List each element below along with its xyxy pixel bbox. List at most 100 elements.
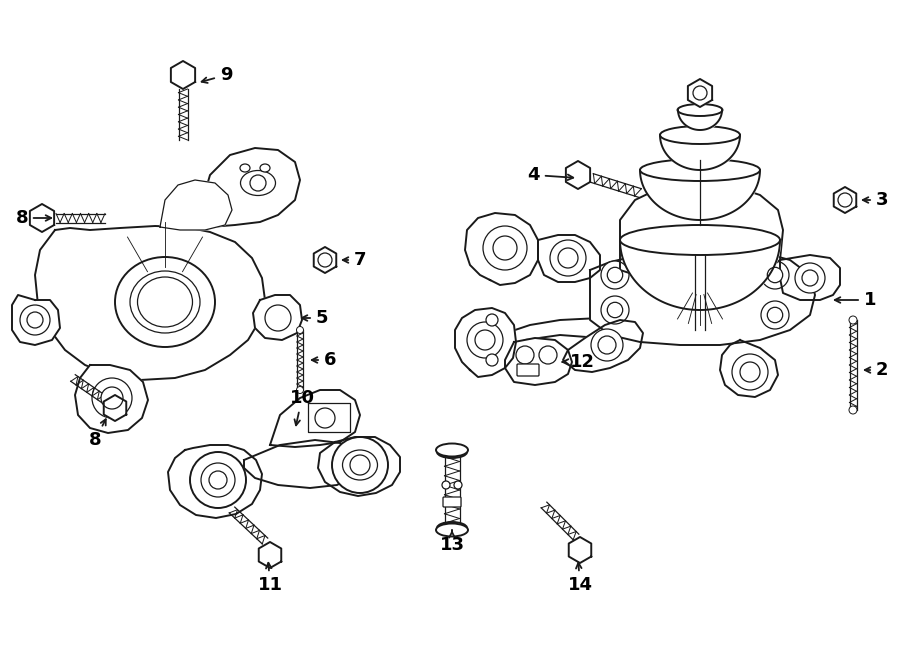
Ellipse shape bbox=[620, 225, 780, 255]
Polygon shape bbox=[563, 320, 643, 372]
Polygon shape bbox=[318, 437, 400, 496]
Polygon shape bbox=[160, 180, 232, 230]
Circle shape bbox=[608, 267, 623, 283]
Circle shape bbox=[92, 378, 132, 418]
Text: 1: 1 bbox=[835, 291, 877, 309]
Ellipse shape bbox=[240, 164, 250, 172]
Circle shape bbox=[516, 346, 534, 364]
Text: 13: 13 bbox=[439, 530, 464, 554]
Text: 12: 12 bbox=[562, 353, 595, 371]
Ellipse shape bbox=[678, 104, 723, 116]
Ellipse shape bbox=[260, 164, 270, 172]
Polygon shape bbox=[12, 295, 60, 345]
Circle shape bbox=[265, 305, 291, 331]
Ellipse shape bbox=[436, 524, 468, 536]
Circle shape bbox=[601, 261, 629, 289]
Polygon shape bbox=[270, 390, 360, 447]
Polygon shape bbox=[566, 161, 590, 189]
Polygon shape bbox=[455, 308, 516, 377]
Circle shape bbox=[442, 481, 450, 489]
Polygon shape bbox=[195, 148, 300, 227]
Polygon shape bbox=[569, 537, 591, 563]
Circle shape bbox=[838, 193, 852, 207]
Circle shape bbox=[849, 316, 857, 324]
Polygon shape bbox=[230, 507, 267, 544]
Polygon shape bbox=[171, 61, 195, 89]
Polygon shape bbox=[505, 338, 572, 385]
Polygon shape bbox=[35, 226, 265, 380]
Polygon shape bbox=[688, 79, 712, 107]
Ellipse shape bbox=[115, 257, 215, 347]
Polygon shape bbox=[75, 365, 148, 433]
Text: 2: 2 bbox=[865, 361, 888, 379]
Polygon shape bbox=[833, 187, 856, 213]
Circle shape bbox=[768, 267, 783, 283]
Circle shape bbox=[201, 463, 235, 497]
Text: 9: 9 bbox=[202, 66, 232, 84]
Circle shape bbox=[315, 408, 335, 428]
Polygon shape bbox=[490, 318, 660, 355]
Circle shape bbox=[849, 406, 857, 414]
Polygon shape bbox=[720, 340, 778, 397]
Circle shape bbox=[296, 387, 303, 393]
Circle shape bbox=[550, 240, 586, 276]
Circle shape bbox=[761, 301, 789, 329]
Text: 8: 8 bbox=[15, 209, 51, 227]
Ellipse shape bbox=[240, 171, 275, 195]
Circle shape bbox=[27, 312, 43, 328]
Circle shape bbox=[795, 263, 825, 293]
Circle shape bbox=[598, 336, 616, 354]
Circle shape bbox=[768, 307, 783, 322]
Ellipse shape bbox=[343, 450, 377, 480]
Circle shape bbox=[475, 330, 495, 350]
Text: 5: 5 bbox=[302, 309, 328, 327]
Circle shape bbox=[601, 296, 629, 324]
Circle shape bbox=[591, 329, 623, 361]
Ellipse shape bbox=[130, 271, 200, 333]
FancyBboxPatch shape bbox=[443, 497, 461, 507]
Polygon shape bbox=[314, 247, 337, 273]
Circle shape bbox=[250, 175, 266, 191]
Polygon shape bbox=[244, 440, 358, 488]
Polygon shape bbox=[465, 213, 538, 285]
Polygon shape bbox=[780, 255, 840, 300]
Circle shape bbox=[101, 387, 123, 409]
Ellipse shape bbox=[437, 446, 467, 458]
Circle shape bbox=[296, 326, 303, 334]
Circle shape bbox=[209, 471, 227, 489]
Circle shape bbox=[732, 354, 768, 390]
Polygon shape bbox=[253, 295, 302, 340]
Circle shape bbox=[454, 481, 462, 489]
Circle shape bbox=[350, 455, 370, 475]
Polygon shape bbox=[590, 173, 642, 197]
Polygon shape bbox=[178, 89, 187, 140]
Circle shape bbox=[693, 86, 707, 100]
Circle shape bbox=[486, 314, 498, 326]
Text: 14: 14 bbox=[568, 563, 592, 594]
Circle shape bbox=[608, 303, 623, 318]
Circle shape bbox=[467, 322, 503, 358]
Polygon shape bbox=[538, 235, 600, 282]
Text: 3: 3 bbox=[863, 191, 888, 209]
Ellipse shape bbox=[660, 126, 740, 144]
Text: 8: 8 bbox=[89, 419, 106, 449]
Polygon shape bbox=[30, 204, 54, 232]
Polygon shape bbox=[56, 214, 105, 222]
Polygon shape bbox=[168, 445, 262, 518]
Circle shape bbox=[486, 354, 498, 366]
Circle shape bbox=[558, 248, 578, 268]
FancyBboxPatch shape bbox=[517, 364, 539, 376]
Circle shape bbox=[332, 437, 388, 493]
Ellipse shape bbox=[436, 444, 468, 457]
Circle shape bbox=[761, 261, 789, 289]
Polygon shape bbox=[445, 452, 460, 528]
Text: 6: 6 bbox=[311, 351, 337, 369]
Polygon shape bbox=[258, 542, 282, 568]
Circle shape bbox=[20, 305, 50, 335]
Circle shape bbox=[802, 270, 818, 286]
Polygon shape bbox=[71, 375, 107, 403]
Circle shape bbox=[539, 346, 557, 364]
Polygon shape bbox=[620, 183, 783, 283]
Ellipse shape bbox=[640, 159, 760, 181]
Text: 11: 11 bbox=[257, 563, 283, 594]
